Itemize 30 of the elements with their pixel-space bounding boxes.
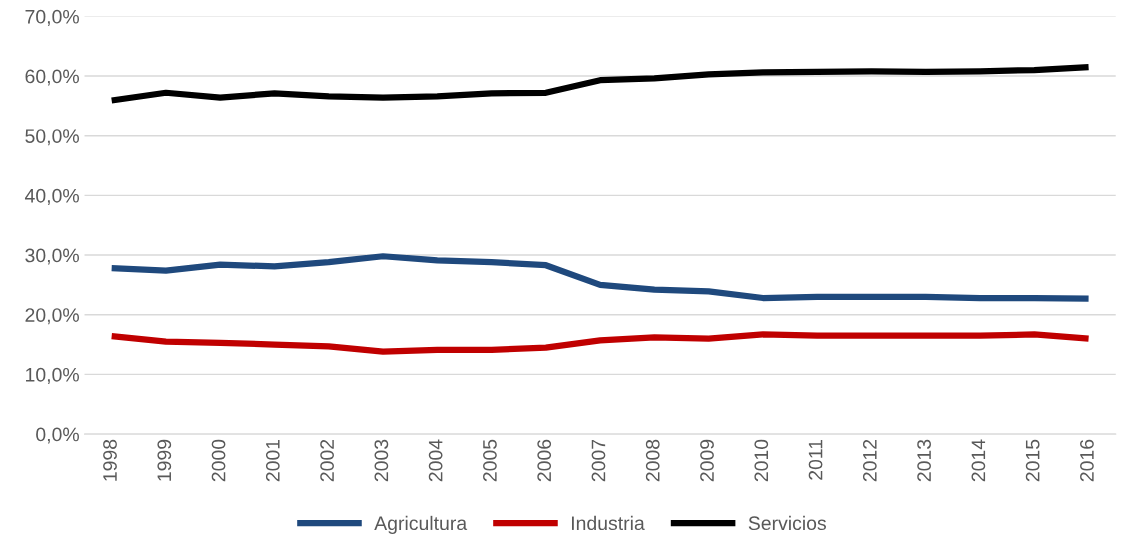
y-tick-label: 20,0% — [25, 308, 79, 325]
y-tick-label: 0,0% — [36, 427, 79, 444]
x-tick-label: 2006 — [537, 439, 552, 482]
y-tick-label: 50,0% — [25, 129, 79, 146]
x-tick-label: 2003 — [374, 439, 389, 482]
x-tick-label: 2008 — [645, 439, 660, 482]
x-tick-label: 2007 — [591, 439, 606, 482]
x-tick-label: 1999 — [157, 439, 172, 481]
x-tick-label: 2013 — [917, 439, 931, 482]
legend-label: Industria — [571, 515, 645, 531]
y-tick-label: 40,0% — [24, 188, 79, 205]
x-tick-label: 2000 — [211, 439, 226, 482]
x-tick-label: 2009 — [700, 439, 714, 482]
y-tick-label: 30,0% — [25, 248, 79, 265]
x-tick-label: 2011 — [808, 439, 823, 480]
x-tick-label: 2004 — [428, 439, 443, 482]
x-tick-label: 1998 — [103, 439, 117, 481]
legend-label: Servicios — [748, 515, 826, 531]
x-tick-label: 2001 — [265, 439, 280, 482]
y-tick-label: 60,0% — [25, 69, 79, 86]
x-tick-label: 2016 — [1080, 439, 1094, 482]
x-tick-label: 2012 — [862, 439, 877, 482]
y-tick-label: 10,0% — [26, 367, 79, 384]
x-tick-label: 2005 — [483, 439, 497, 482]
y-tick-label: 70,0% — [25, 9, 79, 26]
x-tick-label: 2010 — [754, 439, 769, 482]
x-tick-label: 2002 — [320, 439, 334, 482]
x-tick-label: 2015 — [1025, 439, 1040, 482]
x-tick-label: 2014 — [971, 439, 986, 482]
legend-label: Agricultura — [374, 515, 468, 534]
